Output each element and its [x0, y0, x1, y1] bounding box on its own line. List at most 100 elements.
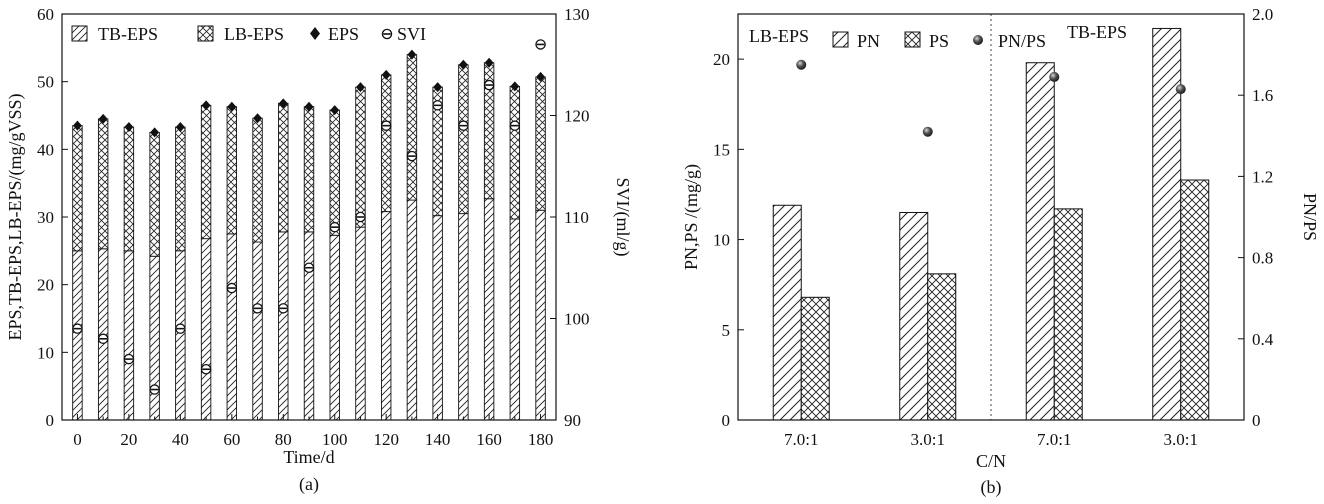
- y-tick-label: 10: [37, 343, 54, 362]
- y2-tick-label: 0.4: [1252, 330, 1274, 349]
- legend-label-ps: PS: [929, 31, 949, 51]
- bar-lb-eps: [458, 64, 469, 215]
- legend-label-pn-ps: PN/PS: [998, 31, 1046, 51]
- y-tick-label: 40: [37, 140, 54, 159]
- x-category-label: 7.0:1: [1037, 430, 1071, 449]
- legend-swatch-pn: [832, 31, 849, 48]
- eps-marker: [536, 71, 546, 82]
- chart-a-plot-area: [72, 39, 546, 421]
- x-tick-label: 120: [373, 430, 399, 449]
- chart-b: 7.0:1 3.0:1 7.0:1 3.0:1 0 5 10 15 20 0 0.4 0.8 1.2 1.…: [681, 5, 1320, 498]
- bar-tb-eps: [72, 250, 83, 421]
- bar-lb-eps: [303, 106, 315, 233]
- pn-ps-marker: [922, 126, 933, 137]
- y2-tick-label: 110: [564, 208, 589, 227]
- bar-tb-eps: [200, 238, 212, 421]
- y-tick-label: 60: [37, 5, 54, 24]
- chart-a-legend: TB-EPS LB-EPS EPS SVI: [71, 24, 426, 44]
- chart-b-panel-label: (b): [981, 477, 1002, 498]
- eps-marker: [150, 127, 160, 138]
- bar-tb-eps: [175, 250, 186, 421]
- chart-b-legend: PN PS PN/PS: [832, 31, 1046, 51]
- bar-tb-eps: [278, 231, 289, 421]
- y2-tick-label: 1.6: [1252, 86, 1273, 105]
- y-tick-label: 0: [46, 411, 55, 430]
- y2-tick-label: 130: [564, 5, 590, 24]
- legend-swatch-lb-eps: [197, 25, 214, 42]
- x-tick-label: 100: [322, 430, 348, 449]
- x-tick-label: 140: [425, 430, 451, 449]
- legend-marker-eps: [310, 27, 320, 40]
- bar-lb-eps: [72, 125, 83, 252]
- chart-a-panel-label: (a): [299, 474, 319, 495]
- bar-ps: [800, 296, 830, 421]
- y-tick-label: 10: [713, 231, 730, 250]
- eps-marker: [227, 101, 237, 112]
- pn-ps-marker: [1175, 84, 1186, 95]
- bar-lb-eps: [380, 74, 392, 213]
- bar-tb-eps: [406, 199, 418, 421]
- eps-marker: [355, 82, 365, 93]
- group-label-lb-eps: LB-EPS: [749, 26, 809, 46]
- pn-ps-marker: [1049, 71, 1060, 82]
- bar-lb-eps: [509, 85, 521, 220]
- legend-label-lb-eps: LB-EPS: [224, 24, 284, 44]
- bar-lb-eps: [226, 106, 238, 235]
- x-category-label: 3.0:1: [1164, 430, 1198, 449]
- y-tick-label: 15: [713, 140, 730, 159]
- eps-marker: [458, 59, 468, 70]
- bar-tb-eps: [432, 215, 443, 421]
- eps-marker: [124, 122, 134, 133]
- x-category-label: 7.0:1: [784, 430, 818, 449]
- bar-lb-eps: [535, 76, 546, 211]
- chart-b-axes: 7.0:1 3.0:1 7.0:1 3.0:1 0 5 10 15 20 0 0.4 0.8 1.2 1.…: [713, 5, 1274, 449]
- eps-marker: [98, 113, 108, 124]
- chart-a-ylabel: EPS,TB-EPS,LB-EPS/(mg/gVSS): [5, 93, 26, 340]
- y-tick-label: 0: [722, 411, 731, 430]
- legend-swatch-tb-eps: [71, 25, 88, 42]
- y-tick-label: 5: [722, 321, 731, 340]
- y2-tick-label: 90: [564, 411, 581, 430]
- eps-marker: [175, 122, 185, 133]
- bar-ps: [1180, 179, 1210, 421]
- x-tick-label: 40: [172, 430, 189, 449]
- eps-marker: [72, 120, 82, 131]
- bar-tb-eps: [252, 241, 263, 421]
- legend-label-tb-eps: TB-EPS: [98, 24, 158, 44]
- chart-b-ylabel: PN,PS /(mg/g): [681, 164, 702, 270]
- bar-ps: [927, 273, 957, 421]
- x-tick-label: 60: [223, 430, 240, 449]
- legend-marker-pn-ps: [973, 35, 983, 45]
- bar-lb-eps: [200, 104, 212, 240]
- bar-lb-eps: [149, 131, 160, 257]
- y-tick-label: 50: [37, 73, 54, 92]
- bar-tb-eps: [535, 209, 546, 421]
- chart-b-plot-area: [772, 27, 1210, 421]
- x-tick-label: 20: [120, 430, 137, 449]
- eps-marker: [484, 57, 494, 68]
- y2-tick-label: 120: [564, 107, 590, 126]
- bar-tb-eps: [329, 234, 340, 421]
- bar-pn: [1025, 62, 1055, 421]
- y-tick-label: 20: [713, 50, 730, 69]
- y2-tick-label: 0.8: [1252, 249, 1273, 268]
- eps-marker: [201, 100, 211, 111]
- legend-label-eps: EPS: [328, 24, 359, 44]
- x-tick-label: 180: [528, 430, 554, 449]
- y-tick-label: 30: [37, 208, 54, 227]
- bar-pn: [772, 204, 802, 421]
- y2-tick-label: 1.2: [1252, 167, 1273, 186]
- eps-marker: [278, 98, 288, 109]
- chart-b-xlabel: C/N: [976, 451, 1006, 471]
- chart-a: 0 20 40 60 80 100 120 140 160 180 0 10 20 30 40 50 60 90 1…: [5, 5, 633, 495]
- bar-tb-eps: [123, 250, 135, 421]
- y2-tick-label: 0: [1252, 411, 1261, 430]
- eps-marker: [253, 113, 263, 124]
- chart-b-frame: [737, 13, 1245, 421]
- bar-tb-eps: [509, 218, 521, 421]
- eps-marker: [330, 105, 340, 116]
- bar-pn: [899, 211, 929, 421]
- chart-a-y2label: SVI/(ml/g): [612, 178, 633, 257]
- eps-marker: [407, 49, 417, 60]
- bar-lb-eps: [278, 102, 289, 233]
